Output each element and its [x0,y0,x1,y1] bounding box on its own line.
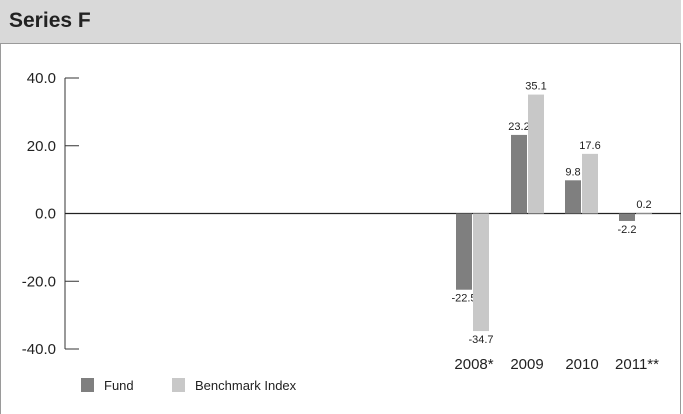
x-tick-label: 2009 [510,356,543,373]
bar-fund [565,180,581,214]
legend-label-benchmark: Benchmark Index [195,378,297,393]
bar-benchmark [528,94,544,214]
data-label: 35.1 [525,81,546,93]
x-tick-label: 2008* [454,356,493,373]
y-tick-label: -20.0 [22,273,56,290]
data-label: 17.6 [579,140,600,152]
x-tick-label: 2010 [565,356,598,373]
legend-label-fund: Fund [104,378,134,393]
bar-benchmark [473,213,489,332]
bar-fund [456,213,472,290]
bar-benchmark [582,153,598,214]
y-tick-label: 40.0 [27,70,56,87]
bar-fund [511,134,527,214]
y-tick-label: 20.0 [27,138,56,155]
data-label: -2.2 [618,224,637,236]
bar-fund [619,213,635,221]
legend-swatch-benchmark [172,378,185,392]
data-label: -22.5 [451,293,476,305]
y-tick-label: -40.0 [22,341,56,358]
data-label: 9.8 [565,166,580,178]
chart-header: Series F [0,0,681,44]
chart-title: Series F [9,9,91,32]
bar-benchmark [636,212,652,214]
legend-swatch-fund [81,378,94,392]
data-label: 0.2 [636,199,651,211]
data-label: -34.7 [468,334,493,346]
y-tick-label: 0.0 [35,206,56,223]
x-tick-label: 2011** [615,356,659,373]
data-label: 23.2 [508,121,529,133]
